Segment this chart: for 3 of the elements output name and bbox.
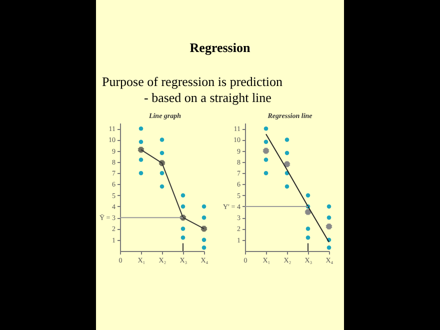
text: Purpose of regression is prediction — [101, 74, 284, 90]
text: - based on a straight line — [143, 90, 272, 106]
text: Regression — [188, 40, 252, 56]
